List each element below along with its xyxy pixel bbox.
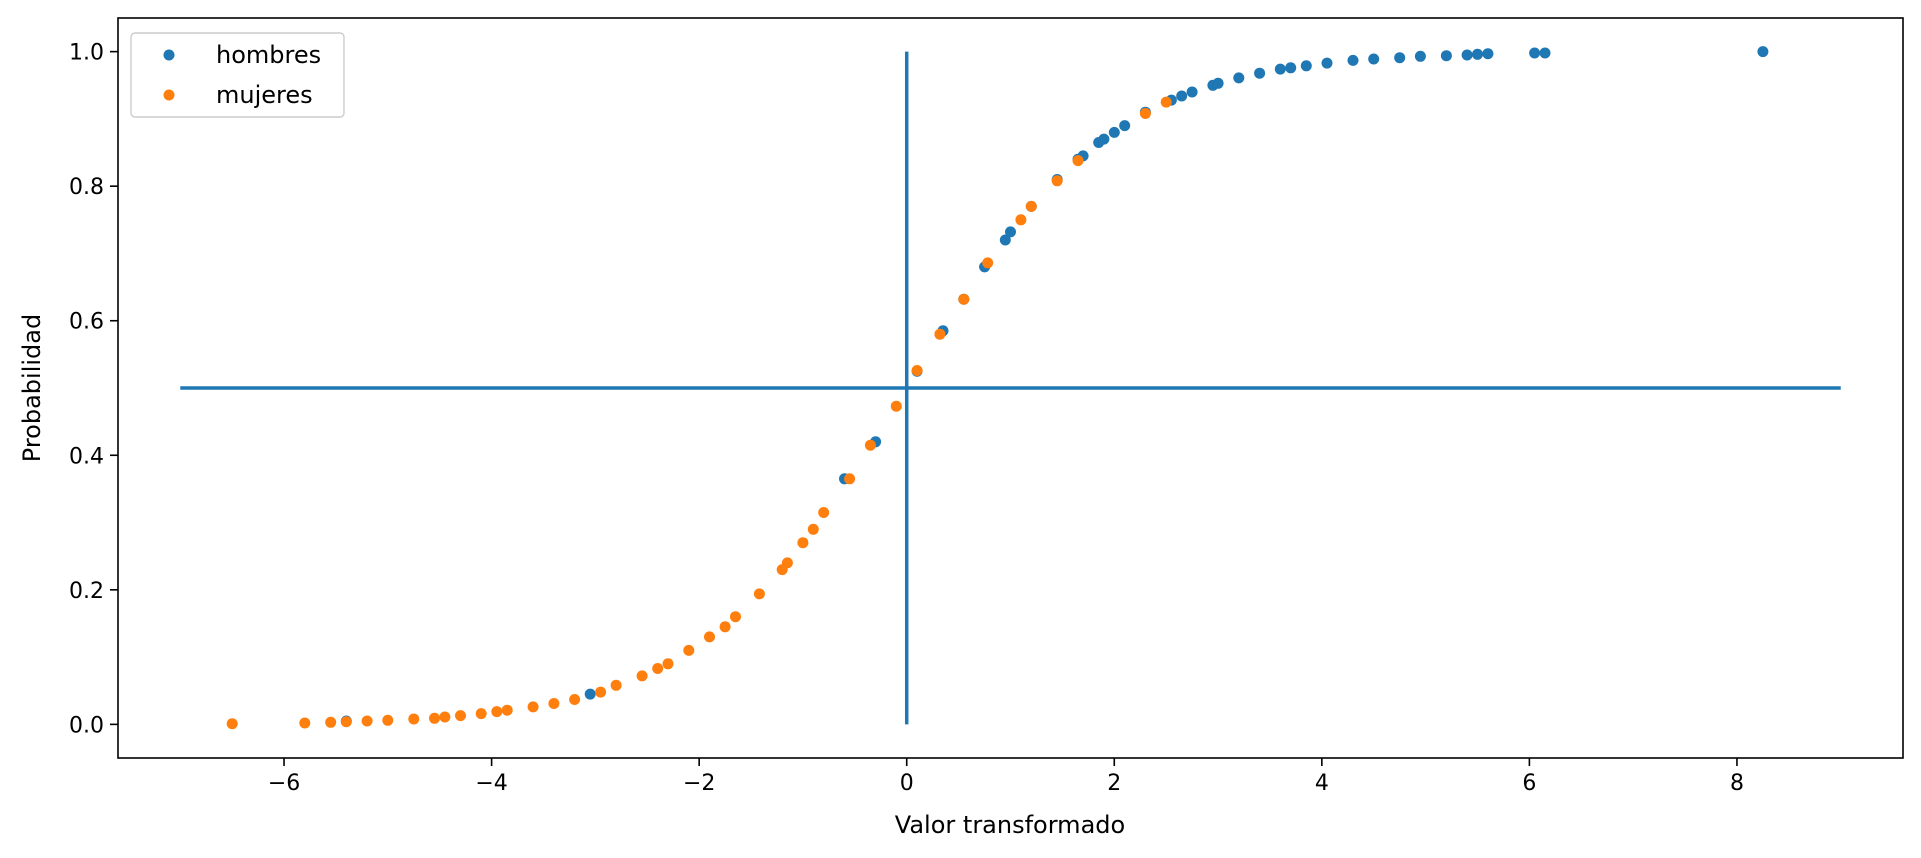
legend: hombres mujeres xyxy=(130,32,345,118)
point-hombres xyxy=(1482,48,1494,60)
point-hombres xyxy=(1300,60,1312,72)
series-mujeres xyxy=(226,96,1172,730)
point-mujeres xyxy=(491,706,503,718)
point-hombres xyxy=(1414,50,1426,62)
point-mujeres xyxy=(1160,96,1172,108)
legend-marker-mujeres xyxy=(163,89,175,101)
point-mujeres xyxy=(864,439,876,451)
point-mujeres xyxy=(475,708,487,720)
point-hombres xyxy=(1347,54,1359,66)
point-mujeres xyxy=(299,717,311,729)
point-mujeres xyxy=(429,712,440,724)
point-hombres xyxy=(1440,50,1452,62)
point-hombres xyxy=(1186,86,1198,98)
point-mujeres xyxy=(439,711,451,723)
point-mujeres xyxy=(340,716,352,728)
point-mujeres xyxy=(527,701,539,713)
point-mujeres xyxy=(361,715,373,727)
point-mujeres xyxy=(844,473,856,485)
point-hombres xyxy=(1472,48,1483,60)
point-hombres xyxy=(1119,120,1131,132)
y-tick-label: 0.4 xyxy=(69,444,104,469)
y-axis-title: Probabilidad xyxy=(18,314,46,462)
point-hombres xyxy=(1321,57,1333,69)
point-mujeres xyxy=(890,400,902,412)
point-mujeres xyxy=(730,611,741,623)
point-hombres xyxy=(1368,53,1380,65)
point-hombres xyxy=(584,688,596,700)
plot-content xyxy=(180,46,1841,730)
point-hombres xyxy=(1757,46,1769,58)
point-hombres xyxy=(1274,63,1286,75)
point-hombres xyxy=(1212,77,1224,89)
y-tick-label: 0.8 xyxy=(69,175,104,200)
point-hombres xyxy=(1176,90,1188,102)
y-tick-label: 0.2 xyxy=(69,579,104,604)
point-mujeres xyxy=(595,686,607,698)
x-tick-label: 6 xyxy=(1522,771,1536,796)
point-hombres xyxy=(1529,47,1541,59)
point-mujeres xyxy=(652,663,664,674)
point-mujeres xyxy=(982,257,994,269)
x-tick-label: −6 xyxy=(268,771,300,796)
point-mujeres xyxy=(610,679,622,691)
x-tick-label: 8 xyxy=(1730,771,1744,796)
point-hombres xyxy=(1539,47,1551,59)
y-tick-label: 0.0 xyxy=(69,713,104,738)
x-axis-ticks: −6 −4 −2 0 2 4 6 8 xyxy=(268,758,1744,796)
point-mujeres xyxy=(382,714,394,726)
axes-frame xyxy=(117,17,1904,759)
point-hombres xyxy=(1233,72,1245,84)
point-mujeres xyxy=(636,670,648,682)
point-hombres xyxy=(999,234,1011,246)
x-tick-label: 2 xyxy=(1107,771,1121,796)
x-tick-label: 0 xyxy=(900,771,914,796)
point-hombres xyxy=(1108,126,1120,138)
point-mujeres xyxy=(911,365,923,376)
point-hombres xyxy=(1098,133,1110,145)
point-mujeres xyxy=(569,694,581,705)
point-mujeres xyxy=(807,523,819,535)
x-tick-label: −4 xyxy=(475,771,507,796)
x-axis-title: Valor transformado xyxy=(895,811,1125,839)
point-hombres xyxy=(1005,226,1016,238)
legend-marker-hombres xyxy=(163,49,175,61)
point-mujeres xyxy=(1025,200,1037,212)
point-mujeres xyxy=(781,557,793,569)
point-mujeres xyxy=(455,710,466,722)
point-mujeres xyxy=(958,293,970,305)
point-mujeres xyxy=(325,716,337,728)
legend-frame xyxy=(130,32,345,118)
point-mujeres xyxy=(719,621,731,633)
point-mujeres xyxy=(501,704,513,716)
point-mujeres xyxy=(662,658,674,670)
point-mujeres xyxy=(934,328,946,340)
point-mujeres xyxy=(797,537,809,549)
legend-label-hombres: hombres xyxy=(216,41,321,69)
point-mujeres xyxy=(1015,214,1027,226)
point-mujeres xyxy=(1051,175,1063,187)
point-mujeres xyxy=(683,644,695,656)
point-hombres xyxy=(1461,49,1473,61)
point-hombres xyxy=(1254,67,1266,79)
point-mujeres xyxy=(548,698,560,709)
point-mujeres xyxy=(226,718,238,730)
y-axis-ticks: 0.0 0.2 0.4 0.6 0.8 1.0 xyxy=(69,41,118,738)
x-tick-label: −2 xyxy=(683,771,715,796)
point-mujeres xyxy=(1072,155,1084,167)
point-mujeres xyxy=(704,631,715,643)
point-hombres xyxy=(1285,62,1297,74)
point-mujeres xyxy=(818,507,830,518)
y-tick-label: 0.6 xyxy=(69,310,104,335)
y-tick-label: 1.0 xyxy=(69,41,104,66)
point-hombres xyxy=(1394,52,1406,64)
legend-label-mujeres: mujeres xyxy=(216,81,313,109)
point-mujeres xyxy=(1139,108,1151,119)
point-mujeres xyxy=(408,713,420,725)
x-tick-label: 4 xyxy=(1315,771,1329,796)
point-mujeres xyxy=(753,588,765,600)
